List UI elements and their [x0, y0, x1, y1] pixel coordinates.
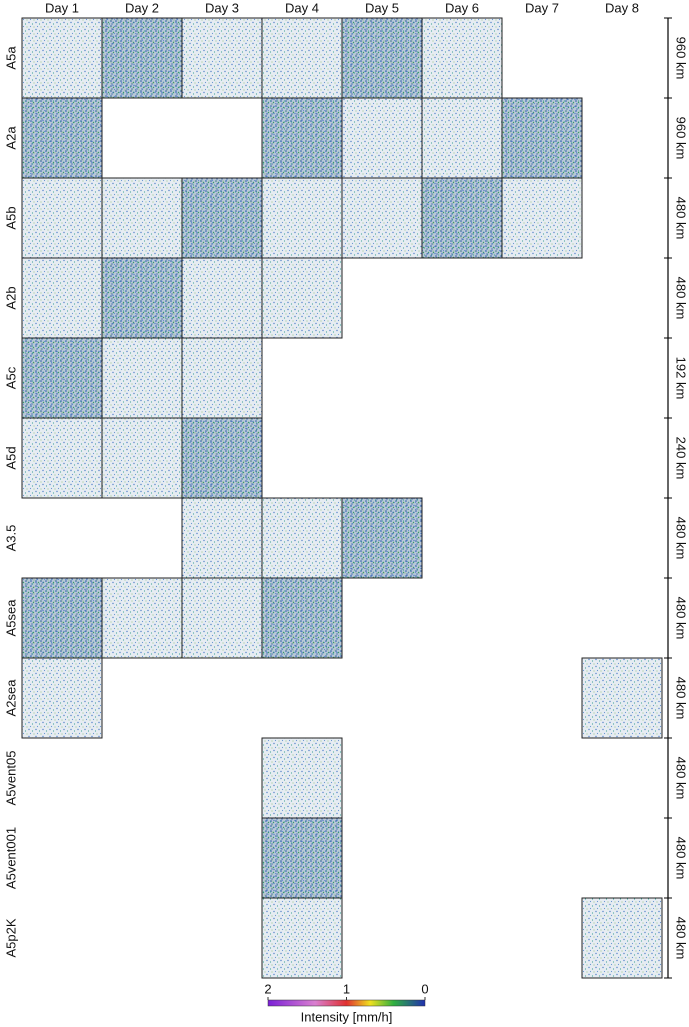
panel-frame [581, 657, 663, 739]
scale-label: 480 km [674, 677, 689, 720]
row-label: A5d [3, 446, 18, 469]
panel-field [182, 578, 262, 658]
panel-frame [501, 177, 583, 259]
column-label: Day 1 [45, 0, 79, 15]
row-label: A5p2K [3, 918, 18, 957]
colorbar [267, 999, 426, 1007]
scale-label: 480 km [674, 277, 689, 320]
column-label: Day 6 [445, 0, 479, 15]
column-label: Day 7 [525, 0, 559, 15]
scale-label: 480 km [674, 757, 689, 800]
panel-field [22, 338, 102, 418]
row-label: A5sea [3, 599, 18, 637]
panel-field [262, 258, 342, 338]
colorbar-label: Intensity [mm/h] [301, 1009, 393, 1024]
panel-field [262, 498, 342, 578]
panel-frame [261, 897, 343, 979]
panel-field [102, 338, 182, 418]
scale-label: 480 km [674, 917, 689, 960]
panel-field [422, 18, 502, 98]
panel-field [102, 418, 182, 498]
panel-frame [261, 577, 343, 659]
panel-field [262, 578, 342, 658]
panel-frame [341, 497, 423, 579]
column-label: Day 3 [205, 0, 239, 15]
row-label: A5c [3, 366, 18, 389]
row-label: A2sea [3, 679, 18, 717]
panel-field [102, 258, 182, 338]
panel-field [262, 898, 342, 978]
panel-field [22, 178, 102, 258]
scale-label: 480 km [674, 837, 689, 880]
column-label: Day 5 [365, 0, 399, 15]
panel-field [422, 178, 502, 258]
panel-field [22, 18, 102, 98]
panel-field [22, 98, 102, 178]
panel-field [182, 418, 262, 498]
row-label: A2a [3, 126, 18, 150]
row-label: A5vent05 [3, 751, 18, 806]
panel-field [262, 738, 342, 818]
panel-field [582, 658, 662, 738]
panel-field [102, 178, 182, 258]
panel-field [182, 18, 262, 98]
panel-frame [261, 257, 343, 339]
panel-field [262, 818, 342, 898]
panel-field [422, 98, 502, 178]
scale-label: 192 km [674, 357, 689, 400]
scale-label: 480 km [674, 597, 689, 640]
panel-field [262, 98, 342, 178]
row-label: A5b [3, 206, 18, 229]
panel-field [182, 338, 262, 418]
row-label: A5vent001 [3, 827, 18, 889]
panel-field [502, 178, 582, 258]
panel-field [262, 178, 342, 258]
row-label: A2b [3, 286, 18, 309]
panel-field [102, 18, 182, 98]
panel-field [22, 658, 102, 738]
panel-field [182, 178, 262, 258]
panel-field [342, 18, 422, 98]
panel-frame [581, 897, 663, 979]
panel-field [22, 258, 102, 338]
colorbar-tick-label: 2 [264, 981, 271, 996]
column-label: Day 8 [605, 0, 639, 15]
row-label: A5a [3, 46, 18, 70]
scale-label: 480 km [674, 517, 689, 560]
scale-label: 960 km [674, 117, 689, 160]
panel-field [262, 18, 342, 98]
panel-field [182, 258, 262, 338]
colorbar-tick-label: 1 [343, 981, 350, 996]
scale-label: 960 km [674, 37, 689, 80]
panel-field [342, 498, 422, 578]
panel-field [582, 898, 662, 978]
panel-field [342, 98, 422, 178]
panel-field [502, 98, 582, 178]
content: Day 1 Day 2 Day 3 Day 4 Day 5 Day 6 Day 7 Day 8… [3, 0, 688, 1024]
panel-field [342, 178, 422, 258]
panel-field [22, 578, 102, 658]
column-label: Day 2 [125, 0, 159, 15]
panel-field [22, 418, 102, 498]
panel-frame [21, 657, 103, 739]
column-label: Day 4 [285, 0, 319, 15]
scale-label: 480 km [674, 197, 689, 240]
row-label: A3.5 [3, 525, 18, 552]
panel-field [182, 498, 262, 578]
colorbar-tick-label: 0 [421, 981, 428, 996]
panel-field [102, 578, 182, 658]
scale-label: 240 km [674, 437, 689, 480]
